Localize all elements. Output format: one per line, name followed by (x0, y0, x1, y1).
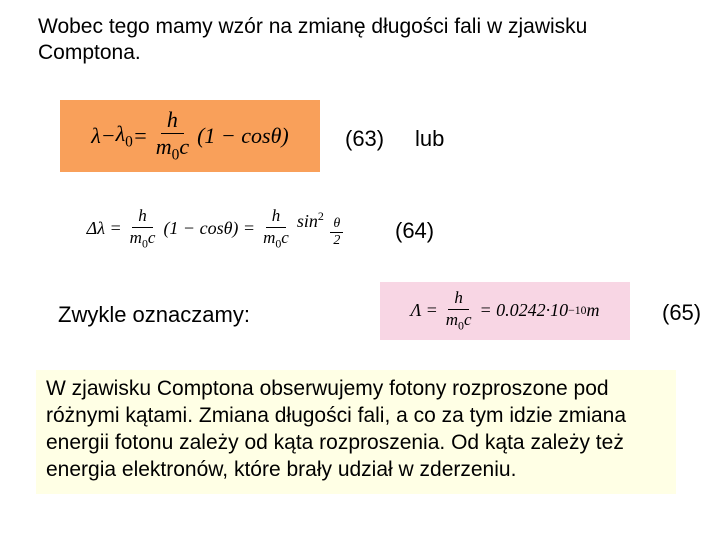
value: = 0.0242·10 (480, 300, 569, 321)
lambda: λ (91, 123, 101, 149)
equation-63-box: λ − λ0 = h m0c (1 − cosθ) (60, 100, 320, 172)
equation-65-formula: Λ = h m0c = 0.0242·10−10 m (411, 289, 600, 332)
equation-63-formula: λ − λ0 = h m0c (1 − cosθ) (91, 108, 288, 165)
delta-lambda: Δλ = (87, 218, 122, 239)
equation-64-formula: Δλ = h m0c (1 − cosθ) = h m0c sin2 θ 2 (87, 207, 344, 250)
equation-63-label: (63) (345, 126, 384, 152)
zwykle-text: Zwykle oznaczamy: (58, 302, 250, 328)
equation-65-label: (65) (662, 300, 701, 326)
lambda0: λ0 (116, 121, 133, 151)
equation-64-box: Δλ = h m0c (1 − cosθ) = h m0c sin2 θ 2 (60, 200, 370, 258)
minus: − (101, 123, 116, 149)
mid-term: (1 − cosθ) = (163, 218, 255, 239)
fraction-65: h m0c (442, 289, 476, 332)
equation-64-label: (64) (395, 218, 434, 244)
fraction-1: h m0c (126, 207, 160, 250)
exponent: −10 (568, 304, 586, 317)
cap-lambda: Λ = (411, 300, 438, 321)
lub-text: lub (415, 126, 444, 152)
equation-65-box: Λ = h m0c = 0.0242·10−10 m (380, 282, 630, 340)
fraction-2: h m0c (259, 207, 293, 250)
conclusion-text: W zjawisku Comptona obserwujemy fotony r… (46, 376, 666, 484)
sin-term: sin2 θ 2 (297, 209, 344, 249)
fraction-h-over-m0c: h m0c (152, 108, 193, 165)
paren-term: (1 − cosθ) (197, 123, 289, 149)
conclusion-box: W zjawisku Comptona obserwujemy fotony r… (36, 370, 676, 494)
unit: m (586, 300, 599, 321)
intro-text: Wobec tego mamy wzór na zmianę długości … (38, 14, 618, 67)
equals: = (133, 123, 148, 149)
